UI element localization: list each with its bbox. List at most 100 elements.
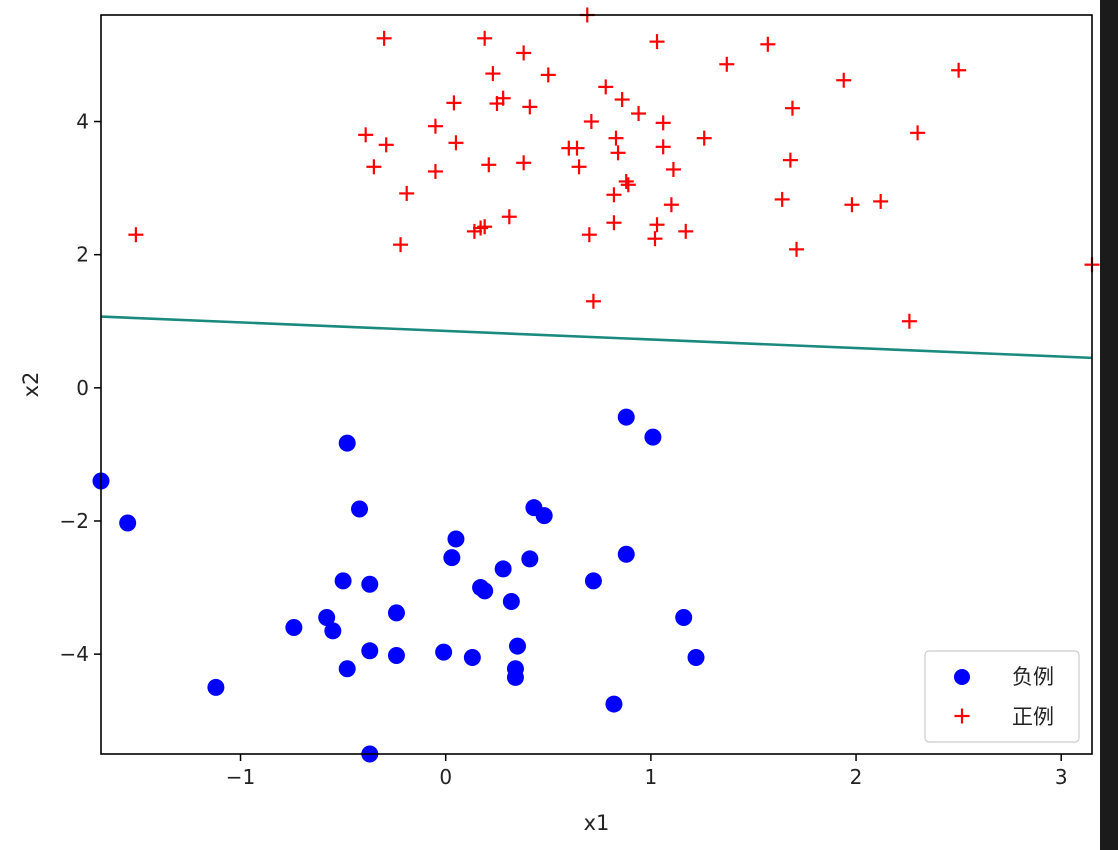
positive-point	[540, 67, 556, 83]
positive-point	[774, 191, 790, 207]
positive-point	[665, 161, 681, 177]
positive-point	[951, 62, 967, 78]
legend-box	[924, 650, 1080, 743]
positive-point	[610, 145, 626, 161]
negative-point	[502, 593, 520, 611]
negative-point	[617, 545, 635, 563]
positive-point	[663, 197, 679, 213]
negative-point	[675, 609, 693, 627]
positive-point	[446, 95, 462, 111]
y-tick-label: 0	[76, 376, 89, 400]
positive-point	[128, 227, 144, 243]
negative-point	[617, 408, 635, 426]
negative-point	[387, 604, 405, 622]
negative-point	[605, 695, 623, 713]
negative-point	[687, 648, 705, 666]
negative-point	[338, 660, 356, 678]
positive-point	[606, 215, 622, 231]
decision-boundary-line	[100, 315, 1093, 360]
plot-area	[92, 7, 1100, 763]
negative-point	[285, 619, 303, 637]
y-axis-label: x2	[19, 372, 43, 398]
positive-point	[873, 193, 889, 209]
positive-point	[495, 90, 511, 106]
positive-point	[782, 152, 798, 168]
positive-point	[399, 185, 415, 201]
positive-point	[477, 219, 493, 235]
positive-point	[376, 30, 392, 46]
negative-point	[119, 514, 137, 532]
y-axis: −4 −2 0 2 4	[60, 110, 101, 666]
positive-point	[571, 159, 587, 175]
negative-point	[644, 428, 662, 446]
legend-entry-positive: 正例	[954, 705, 1054, 729]
y-tick-label: 2	[76, 243, 89, 267]
positive-point	[522, 99, 538, 115]
positive-point	[466, 223, 482, 239]
positive-point	[649, 217, 665, 233]
positive-point	[647, 231, 663, 247]
positive-point	[789, 241, 805, 257]
legend-label-negative: 负例	[1012, 665, 1054, 689]
x-tick-label: −1	[226, 765, 255, 789]
positive-point	[631, 106, 647, 122]
negative-point	[509, 637, 527, 655]
positive-point	[618, 173, 634, 189]
positive-point	[620, 177, 636, 193]
positive-point	[516, 155, 532, 171]
negative-point	[443, 549, 461, 567]
y-tick-label: −2	[60, 509, 89, 533]
positive-point	[585, 293, 601, 309]
positive-point	[655, 139, 671, 155]
negative-point	[361, 642, 379, 660]
negative-point	[435, 643, 453, 661]
negative-point	[324, 622, 342, 640]
positive-point	[583, 114, 599, 130]
positive-point	[516, 45, 532, 61]
x-axis-label: x1	[584, 811, 610, 835]
positive-point	[608, 130, 624, 146]
legend-entry-negative: 负例	[954, 665, 1054, 689]
positive-point	[606, 187, 622, 203]
negative-point	[476, 582, 494, 600]
positive-point	[696, 130, 712, 146]
plot-background	[101, 15, 1092, 754]
scrollbar-gutter	[1100, 0, 1118, 850]
positive-point	[614, 92, 630, 108]
plot-frame	[100, 14, 1093, 755]
negative-point	[506, 668, 524, 686]
positive-point	[655, 115, 671, 131]
negative-point	[521, 550, 539, 568]
positive-point	[649, 34, 665, 50]
x-tick-label: 3	[1055, 765, 1068, 789]
negative-point	[447, 530, 465, 548]
negative-point	[207, 678, 225, 696]
negative-point	[318, 609, 336, 627]
positive-point	[427, 118, 443, 134]
positive-point	[481, 157, 497, 173]
positive-point	[448, 135, 464, 151]
positive-point	[358, 127, 374, 143]
negative-point	[334, 572, 352, 590]
positive-point	[901, 313, 917, 329]
positive-point	[501, 209, 517, 225]
negative-point	[494, 560, 512, 578]
positive-point	[581, 227, 597, 243]
negative-point	[463, 648, 481, 666]
positive-point	[598, 79, 614, 95]
x-tick-label: 0	[439, 765, 452, 789]
negative-point	[351, 500, 369, 518]
data-layer	[92, 7, 1100, 763]
negative-point	[535, 507, 553, 525]
y-tick-label: −4	[60, 642, 89, 666]
negative-point	[584, 572, 602, 590]
positive-point	[393, 237, 409, 253]
legend-label-positive: 正例	[1012, 705, 1054, 729]
negative-point	[387, 646, 405, 664]
positive-point	[569, 140, 585, 156]
positive-point	[477, 30, 493, 46]
x-tick-label: 1	[645, 765, 658, 789]
positive-point	[678, 223, 694, 239]
positive-point	[784, 100, 800, 116]
